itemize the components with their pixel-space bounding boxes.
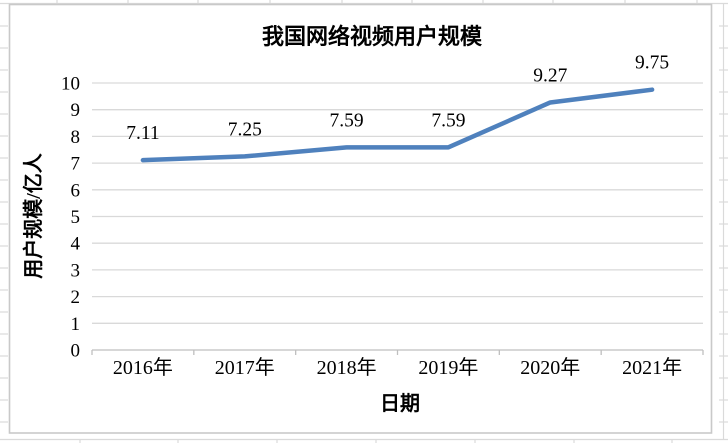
y-tick-label: 6: [71, 180, 81, 201]
y-tick-label: 7: [71, 154, 81, 175]
plot-area: 0 1 2 3 4 5 6 7 8 9 10 2016年 2017年 2018年 2019年 2020年 202…: [61, 53, 704, 379]
chart-title: 我国网络视频用户规模: [262, 24, 483, 49]
chart-border[interactable]: [8, 3, 713, 434]
data-label: 7.25: [228, 119, 262, 140]
y-tick-label: 2: [71, 287, 81, 308]
x-tick-label: 2020年: [520, 356, 580, 379]
y-tick-label: 5: [71, 207, 81, 228]
y-axis-title: 用户规模/亿人: [21, 152, 45, 279]
y-tick-label: 1: [71, 314, 81, 335]
x-tick-label: 2018年: [317, 356, 377, 379]
y-tick-label: 9: [71, 100, 81, 121]
series-line[interactable]: [140, 87, 655, 163]
x-tick-label: 2019年: [418, 356, 478, 379]
y-tick-label: 4: [71, 234, 81, 255]
y-tick-label: 3: [71, 260, 81, 281]
data-label: 7.11: [126, 123, 159, 144]
y-tick-label: 0: [71, 341, 81, 362]
data-label: 7.59: [431, 110, 465, 131]
data-label: 7.59: [330, 110, 364, 131]
data-label: 9.75: [635, 53, 669, 74]
x-axis-title: 日期: [380, 392, 420, 415]
x-tick-label: 2021年: [622, 356, 682, 379]
y-tick-label: 10: [61, 74, 80, 95]
x-tick-label: 2016年: [113, 356, 173, 379]
y-tick-label: 8: [71, 127, 81, 148]
x-tick-label: 2017年: [215, 356, 275, 379]
data-label: 9.27: [533, 65, 567, 86]
